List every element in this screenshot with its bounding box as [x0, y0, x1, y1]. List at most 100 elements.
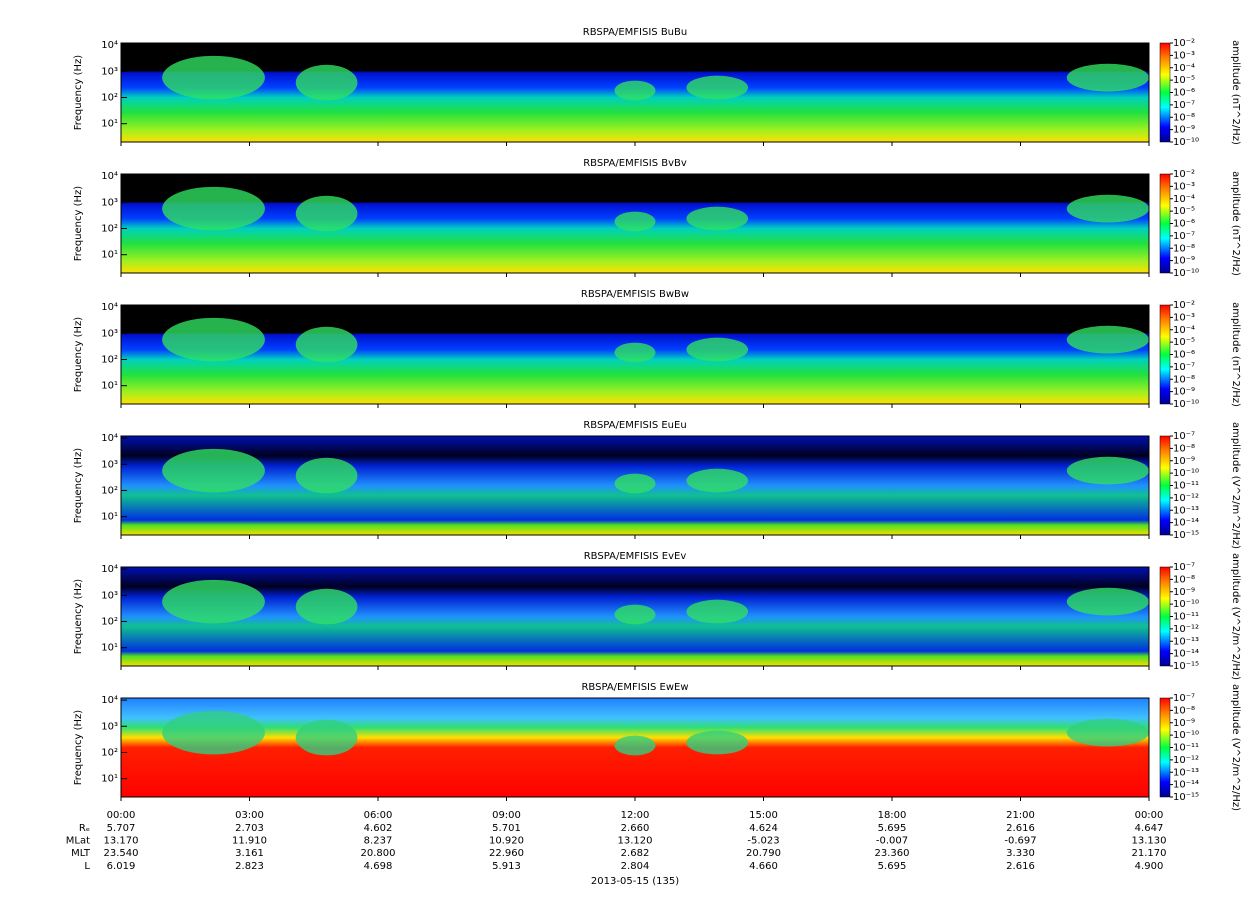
colorbar-tick-label: 10⁻⁵ [1173, 206, 1195, 217]
colorbar-tick-label: 10⁻⁸ [1173, 443, 1195, 454]
x-tick-label: 09:00 [492, 810, 521, 821]
y-tick-label: 10² [101, 354, 118, 365]
wave-feature [614, 80, 656, 101]
y-tick-label: 10² [101, 223, 118, 234]
colorbar-tick-label: 10⁻¹⁰ [1173, 730, 1199, 741]
wave-feature [295, 64, 358, 101]
wave-feature [1066, 718, 1149, 747]
colorbar-tick-label: 10⁻⁷ [1173, 431, 1195, 442]
x-tick-label: 18:00 [878, 810, 907, 821]
wave-feature [162, 710, 265, 755]
x-tick-label: 00:00 [1135, 810, 1164, 821]
wave-feature [686, 337, 749, 362]
ephemeris-value: -0.007 [876, 836, 908, 847]
y-tick-label: 10⁴ [101, 40, 118, 51]
wave-feature [614, 211, 656, 232]
y-tick-label: 10⁴ [101, 433, 118, 444]
wave-feature [686, 599, 749, 624]
ephemeris-value: 4.624 [749, 823, 778, 834]
wave-feature [162, 579, 265, 624]
ephemeris-value: 2.616 [1006, 823, 1035, 834]
wave-feature [162, 55, 265, 100]
ephemeris-label: Rₑ [79, 823, 90, 834]
colorbar-tick-label: 10⁻⁴ [1173, 194, 1195, 205]
y-tick-label: 10³ [101, 197, 118, 208]
ephemeris-label: MLat [66, 836, 90, 847]
colorbar-label: amplitude (nT^2/Hz) [1230, 171, 1241, 276]
y-tick-label: 10⁴ [101, 695, 118, 706]
colorbar-tick-label: 10⁻¹¹ [1173, 612, 1199, 623]
wave-feature [295, 195, 358, 232]
ephemeris-value: 2.823 [235, 861, 264, 872]
ephemeris-label: L [84, 861, 90, 872]
wave-feature [1066, 587, 1149, 616]
ephemeris-value: 2.703 [235, 823, 264, 834]
colorbar-tick-label: 10⁻⁶ [1173, 88, 1195, 99]
colorbar-tick-label: 10⁻⁷ [1173, 562, 1195, 573]
y-tick-label: 10¹ [101, 512, 118, 523]
y-tick-label: 10³ [101, 590, 118, 601]
ephemeris-value: 13.130 [1132, 836, 1167, 847]
y-tick-label: 10³ [101, 721, 118, 732]
colorbar-tick-label: 10⁻⁹ [1173, 587, 1195, 598]
colorbar-tick-label: 10⁻² [1173, 38, 1195, 49]
wave-feature [686, 206, 749, 231]
wave-feature [162, 186, 265, 231]
ephemeris-value: 4.602 [364, 823, 393, 834]
y-tick-label: 10³ [101, 459, 118, 470]
colorbar-tick-label: 10⁻¹² [1173, 493, 1199, 504]
ephemeris-value: 6.019 [107, 861, 136, 872]
colorbar-tick-label: 10⁻⁴ [1173, 325, 1195, 336]
ephemeris-value: 20.790 [746, 848, 781, 859]
y-tick-label: 10⁴ [101, 302, 118, 313]
colorbar-tick-label: 10⁻⁸ [1173, 705, 1195, 716]
colorbar-tick-label: 10⁻³ [1173, 50, 1195, 61]
x-tick-label: 12:00 [621, 810, 650, 821]
colorbar-tick-label: 10⁻⁵ [1173, 75, 1195, 86]
y-tick-label: 10⁴ [101, 564, 118, 575]
panel-title: RBSPA/EMFISIS EvEv [584, 551, 687, 562]
ephemeris-value: 20.800 [361, 848, 396, 859]
colorbar-tick-label: 10⁻¹³ [1173, 505, 1199, 516]
wave-feature [614, 342, 656, 363]
colorbar-tick-label: 10⁻⁵ [1173, 337, 1195, 348]
colorbar-tick-label: 10⁻⁷ [1173, 362, 1195, 373]
ephemeris-value: 22.960 [489, 848, 524, 859]
wave-feature [1066, 456, 1149, 485]
colorbar-label: amplitude (V^2/m^2/Hz) [1230, 553, 1241, 680]
colorbar-tick-label: 10⁻¹⁰ [1173, 137, 1199, 148]
wave-feature [614, 735, 656, 756]
y-tick-label: 10¹ [101, 774, 118, 785]
panel-title: RBSPA/EMFISIS BwBw [581, 289, 689, 300]
ephemeris-value: 23.360 [875, 848, 910, 859]
colorbar-tick-label: 10⁻⁹ [1173, 456, 1195, 467]
colorbar-tick-label: 10⁻¹³ [1173, 767, 1199, 778]
wave-feature [295, 326, 358, 363]
colorbar [1159, 566, 1171, 667]
y-axis-label: Frequency (Hz) [73, 55, 84, 131]
colorbar-tick-label: 10⁻⁹ [1173, 718, 1195, 729]
wave-feature [614, 604, 656, 625]
colorbar-tick-label: 10⁻⁹ [1173, 125, 1195, 136]
colorbar-tick-label: 10⁻¹⁵ [1173, 661, 1199, 672]
colorbar-tick-label: 10⁻⁸ [1173, 374, 1195, 385]
colorbar-tick-label: 10⁻⁹ [1173, 256, 1195, 267]
ephemeris-value: 3.161 [235, 848, 264, 859]
colorbar [1159, 697, 1171, 798]
panel-title: RBSPA/EMFISIS BvBv [583, 158, 687, 169]
colorbar-tick-label: 10⁻⁴ [1173, 63, 1195, 74]
panel-title: RBSPA/EMFISIS BuBu [583, 27, 687, 38]
y-tick-label: 10² [101, 616, 118, 627]
y-tick-label: 10² [101, 92, 118, 103]
colorbar-tick-label: 10⁻¹⁰ [1173, 599, 1199, 610]
y-tick-label: 10³ [101, 66, 118, 77]
ephemeris-value: -5.023 [747, 836, 779, 847]
colorbar-label: amplitude (V^2/m^2/Hz) [1230, 422, 1241, 549]
ephemeris-value: 5.707 [107, 823, 136, 834]
ephemeris-value: 2.660 [621, 823, 650, 834]
ephemeris-label: MLT [71, 848, 91, 859]
colorbar-tick-label: 10⁻¹⁰ [1173, 399, 1199, 410]
y-tick-label: 10⁴ [101, 171, 118, 182]
wave-feature [614, 473, 656, 494]
x-tick-label: 15:00 [749, 810, 778, 821]
